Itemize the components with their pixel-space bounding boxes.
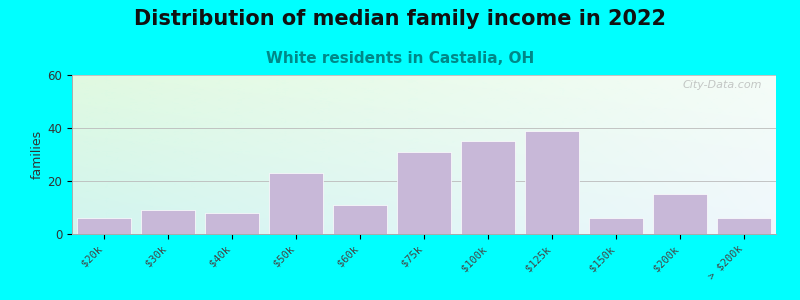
Text: City-Data.com: City-Data.com — [682, 80, 762, 90]
Bar — [77, 218, 131, 234]
Text: White residents in Castalia, OH: White residents in Castalia, OH — [266, 51, 534, 66]
Y-axis label: families: families — [30, 130, 43, 179]
Bar — [269, 173, 323, 234]
Bar — [589, 218, 643, 234]
Text: Distribution of median family income in 2022: Distribution of median family income in … — [134, 9, 666, 29]
Bar — [141, 210, 195, 234]
Bar — [717, 218, 771, 234]
Bar — [397, 152, 451, 234]
Bar — [205, 213, 259, 234]
Bar — [461, 141, 515, 234]
Bar — [333, 205, 387, 234]
Bar — [525, 131, 579, 234]
Bar — [653, 194, 707, 234]
